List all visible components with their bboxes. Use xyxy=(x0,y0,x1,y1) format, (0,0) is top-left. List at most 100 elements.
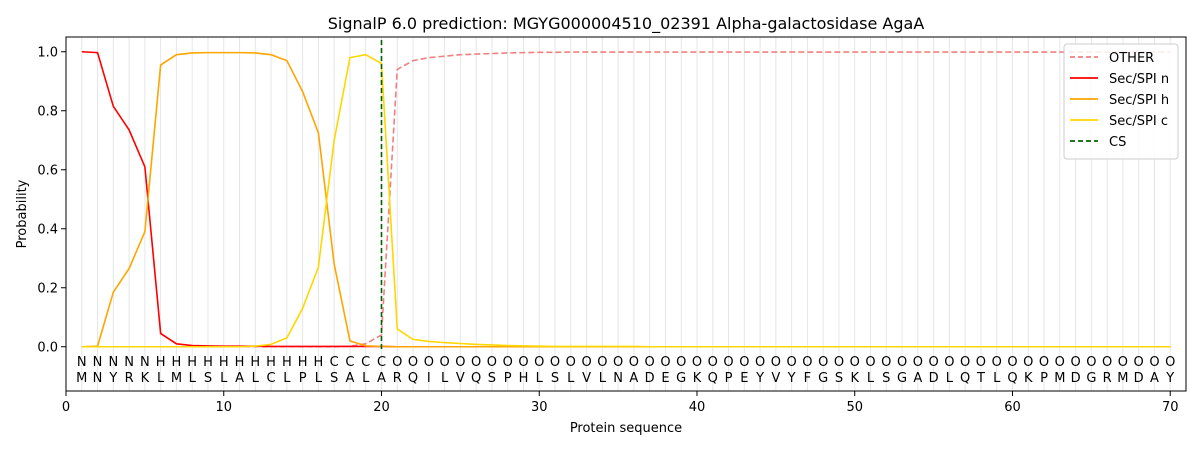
region-label: O xyxy=(581,355,591,370)
region-label: H xyxy=(219,355,229,370)
region-label: O xyxy=(566,355,576,370)
residue-letter: S xyxy=(835,371,843,386)
residue-letter: Y xyxy=(755,371,764,386)
y-tick-label: 0.8 xyxy=(37,104,58,119)
region-label: O xyxy=(1023,355,1033,370)
legend-label: Sec/SPI n xyxy=(1109,72,1169,87)
residue-letter: G xyxy=(1086,371,1096,386)
residue-letter: L xyxy=(283,371,291,386)
region-label: O xyxy=(629,355,639,370)
region-label: O xyxy=(408,355,418,370)
region-label: O xyxy=(1055,355,1065,370)
region-label: H xyxy=(187,355,197,370)
x-tick-label: 70 xyxy=(1162,400,1179,415)
residue-letter: K xyxy=(693,371,702,386)
region-label: O xyxy=(755,355,765,370)
x-tick-label: 0 xyxy=(62,400,70,415)
residue-letter: L xyxy=(252,371,260,386)
residue-letter: L xyxy=(362,371,370,386)
region-label: H xyxy=(298,355,308,370)
region-label: O xyxy=(487,355,497,370)
region-label: O xyxy=(1039,355,1049,370)
residue-letter: P xyxy=(725,371,733,386)
residue-letter: N xyxy=(613,371,623,386)
region-label: O xyxy=(960,355,970,370)
region-label: O xyxy=(787,355,797,370)
legend-label: OTHER xyxy=(1109,51,1154,66)
residue-letter: H xyxy=(519,371,529,386)
residue-letter: K xyxy=(1024,371,1033,386)
residue-letter: Q xyxy=(471,371,481,386)
residue-letter: D xyxy=(1071,371,1081,386)
residue-letter: R xyxy=(1103,371,1112,386)
region-label: O xyxy=(518,355,528,370)
residue-letter: G xyxy=(818,371,828,386)
region-label: O xyxy=(881,355,891,370)
residue-letter: V xyxy=(771,371,780,386)
residue-letter: L xyxy=(599,371,607,386)
residue-letter: T xyxy=(976,371,985,386)
region-label: O xyxy=(976,355,986,370)
region-label: O xyxy=(1118,355,1128,370)
residue-letter: I xyxy=(427,371,431,386)
residue-letter: L xyxy=(220,371,228,386)
region-label: O xyxy=(392,355,402,370)
y-tick-label: 0.4 xyxy=(37,222,58,237)
legend-label: Sec/SPI h xyxy=(1109,93,1169,108)
x-tick-label: 60 xyxy=(1004,400,1021,415)
residue-letter: D xyxy=(645,371,655,386)
region-label: O xyxy=(1149,355,1159,370)
region-label: O xyxy=(424,355,434,370)
region-label: O xyxy=(739,355,749,370)
residue-letter: K xyxy=(850,371,859,386)
region-label: O xyxy=(455,355,465,370)
region-label: C xyxy=(377,355,386,370)
residue-letter: P xyxy=(299,371,307,386)
residue-letter: Q xyxy=(408,371,418,386)
legend: OTHER Sec/SPI n Sec/SPI h Sec/SPI c CS xyxy=(1063,43,1179,160)
region-label: O xyxy=(692,355,702,370)
residue-letter: F xyxy=(804,371,811,386)
region-label: O xyxy=(676,355,686,370)
residue-letter: Q xyxy=(708,371,718,386)
region-label: O xyxy=(708,355,718,370)
region-label: N xyxy=(108,355,118,370)
region-label: O xyxy=(660,355,670,370)
region-label: O xyxy=(1134,355,1144,370)
residue-letter: S xyxy=(882,371,890,386)
region-label: O xyxy=(1070,355,1080,370)
residue-letter: M xyxy=(76,371,87,386)
region-label: O xyxy=(1102,355,1112,370)
x-tick-label: 50 xyxy=(846,400,863,415)
residue-letter: A xyxy=(377,371,386,386)
region-label: O xyxy=(818,355,828,370)
region-label: O xyxy=(439,355,449,370)
legend-box xyxy=(1063,43,1179,160)
region-label: C xyxy=(361,355,370,370)
region-label: O xyxy=(850,355,860,370)
residue-letter: S xyxy=(551,371,559,386)
region-label: O xyxy=(471,355,481,370)
region-label: O xyxy=(913,355,923,370)
residue-letter: E xyxy=(740,371,748,386)
residue-letter: A xyxy=(345,371,354,386)
x-axis-label: Protein sequence xyxy=(570,421,682,436)
residue-letter: Y xyxy=(787,371,796,386)
y-tick-label: 0.2 xyxy=(37,281,58,296)
residue-letter: L xyxy=(536,371,544,386)
legend-label: CS xyxy=(1109,135,1126,150)
sequence-annotation: MNNNYNRNKNLHMHLHSHLHAHLHCHLHPHLHSCACLCAC… xyxy=(76,355,1175,386)
region-label: O xyxy=(865,355,875,370)
region-label: N xyxy=(140,355,150,370)
residue-letter: D xyxy=(1134,371,1144,386)
region-label: H xyxy=(250,355,260,370)
region-label: H xyxy=(203,355,213,370)
residue-letter: E xyxy=(661,371,669,386)
region-label: H xyxy=(235,355,245,370)
region-label: O xyxy=(1165,355,1175,370)
x-tick-label: 30 xyxy=(531,400,548,415)
residue-letter: L xyxy=(157,371,165,386)
plot-frame xyxy=(65,36,1187,392)
vertical-gridlines xyxy=(81,37,1171,391)
